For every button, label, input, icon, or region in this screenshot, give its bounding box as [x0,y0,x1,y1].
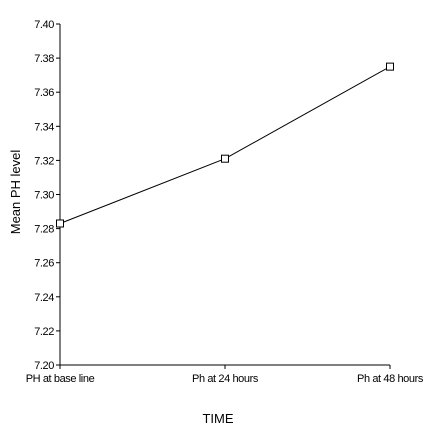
y-tick-label: 7.24 [34,292,54,304]
x-axis-ticks: PH at base line Ph at 24 hours Ph at 48 ho… [26,365,424,385]
y-tick-label: 7.32 [34,155,54,167]
data-point-marker [56,219,64,228]
y-tick-label: 7.36 [34,87,54,99]
y-tick-label: 7.30 [34,190,54,202]
y-tick-label: 7.26 [34,258,54,270]
x-tick-label: Ph at 24 hours [192,373,259,385]
y-tick-label: 7.34 [34,121,54,133]
series-group [56,62,394,228]
y-axis-ticks: 7.20 7.22 7.24 7.26 7.28 7.30 7.32 7.34 7.36 7.38… [34,19,60,372]
x-axis-title: TIME [202,411,233,426]
series-line [59,66,391,224]
data-point-marker [386,62,394,71]
y-tick-label: 7.38 [34,53,54,65]
y-tick-label: 7.28 [34,224,54,236]
data-point-marker [221,154,229,163]
y-tick-label: 7.20 [34,360,54,372]
y-axis-title: Mean PH level [8,150,23,235]
y-tick-label: 7.22 [34,326,54,338]
x-tick-label: PH at base line [26,373,95,385]
x-tick-label: Ph at 48 hours [357,373,424,385]
y-tick-label: 7.40 [34,19,54,31]
